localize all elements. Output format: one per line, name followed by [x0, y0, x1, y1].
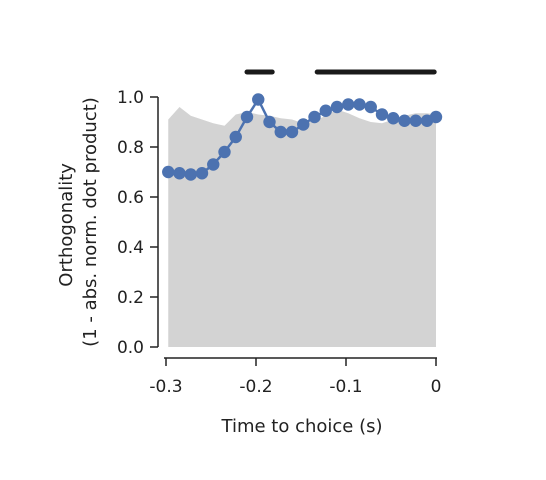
data-point [263, 115, 276, 129]
data-point [319, 104, 332, 117]
x-ticks: -0.3 -0.2 -0.1 0 [149, 358, 441, 397]
data-point [375, 108, 389, 121]
data-point [308, 110, 321, 124]
data-point [229, 130, 242, 144]
data-point [218, 145, 231, 159]
y-tick-label: 1.0 [117, 88, 144, 108]
data-point [285, 125, 299, 139]
data-point [297, 118, 310, 131]
data-point [173, 167, 186, 180]
y-axis-title-line-1: Orthogonality [56, 163, 77, 287]
data-point [342, 98, 355, 111]
y-tick-label: 0.0 [117, 338, 144, 358]
data-point [195, 167, 209, 180]
y-tick-label: 0.6 [117, 188, 144, 208]
data-point [274, 125, 287, 139]
null-distribution-band [168, 107, 436, 347]
data-point [240, 110, 254, 124]
y-axis-title-line-2: (1 - abs. norm. dot product) [80, 97, 101, 347]
x-tick-label: -0.3 [149, 377, 182, 397]
data-point [184, 168, 197, 181]
orthogonality-series-layer [162, 93, 443, 181]
data-point [207, 158, 220, 171]
x-tick-label: -0.1 [329, 377, 362, 397]
x-tick-label: 0 [431, 377, 442, 397]
y-tick-label: 0.8 [117, 138, 144, 158]
null-distribution-band-layer [168, 107, 436, 347]
data-point [252, 93, 265, 106]
data-point [409, 114, 422, 127]
data-point [162, 165, 175, 179]
data-point [364, 100, 377, 114]
y-tick-label: 0.4 [117, 238, 144, 258]
y-tick-label: 0.2 [117, 288, 144, 308]
x-axis-title: Time to choice (s) [221, 416, 383, 437]
data-point [398, 114, 411, 127]
data-point [387, 112, 400, 125]
data-point [353, 98, 366, 111]
y-ticks: 0.0 0.2 0.4 0.6 0.8 1.0 [117, 88, 158, 358]
data-point [429, 110, 443, 124]
y-axis-title: Orthogonality (1 - abs. norm. dot produc… [56, 97, 101, 347]
x-tick-label: -0.2 [239, 377, 272, 397]
data-point [330, 100, 344, 114]
axes [157, 97, 437, 359]
